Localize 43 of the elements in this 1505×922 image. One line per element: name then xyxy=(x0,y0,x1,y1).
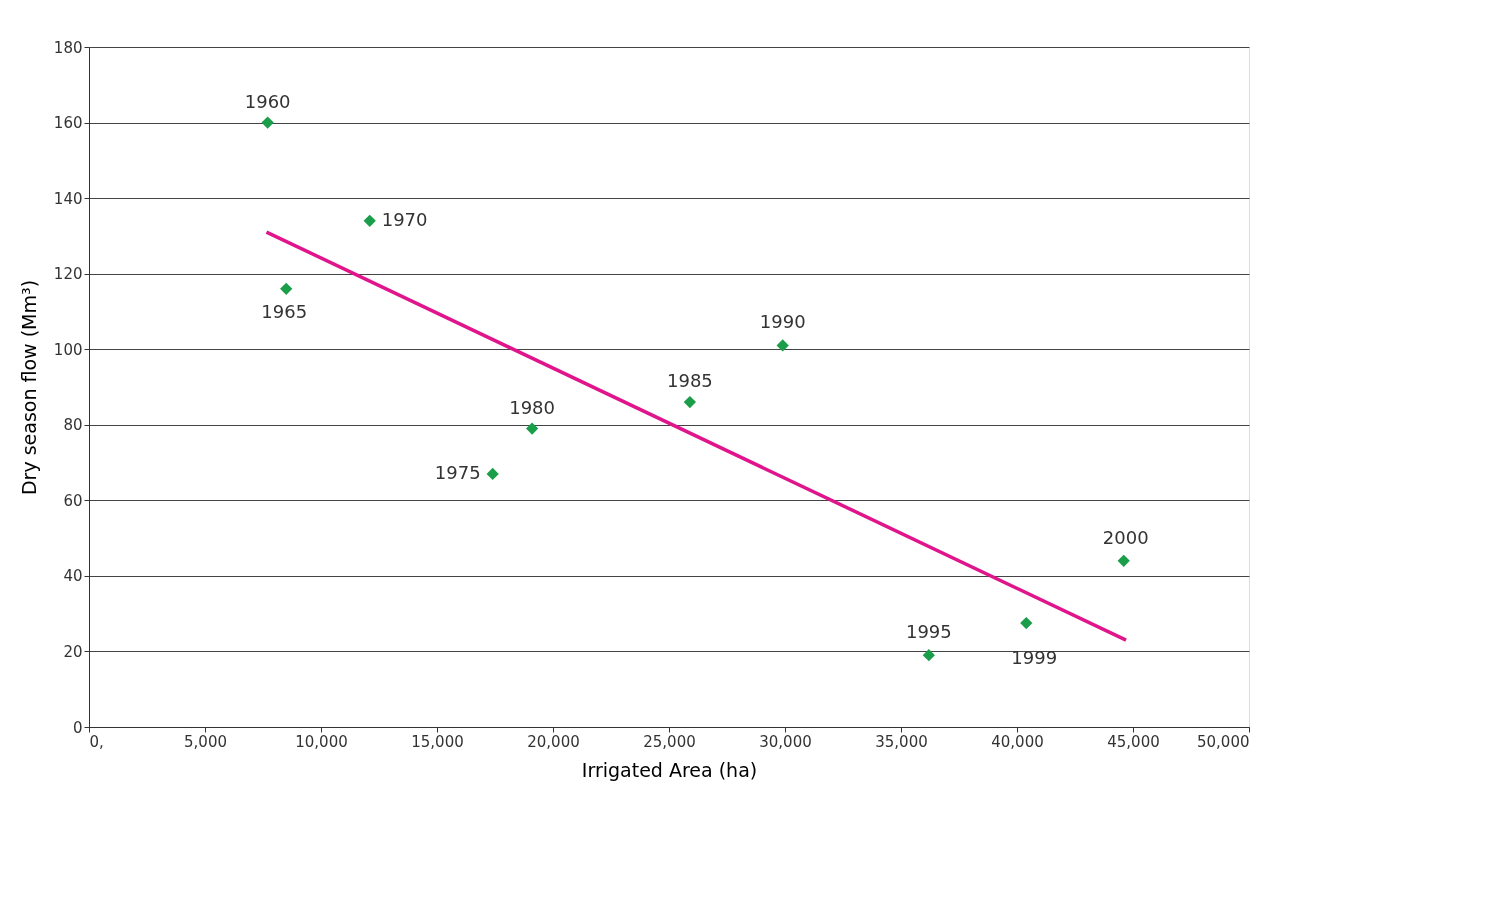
y-tick-label: 60 xyxy=(63,491,83,510)
annotation: 1995 xyxy=(905,621,952,643)
x-tick-label: 50,000 xyxy=(1197,732,1250,751)
y-tick-label: 40 xyxy=(63,567,83,586)
annotation: 1975 xyxy=(434,461,481,483)
annotation: 1980 xyxy=(509,396,556,418)
x-tick-label: 10,000 xyxy=(295,732,348,751)
annotation: 1960 xyxy=(244,90,291,112)
x-tick-label: 30,000 xyxy=(759,732,812,751)
y-tick-label: 120 xyxy=(53,265,83,284)
y-tick-label: 180 xyxy=(53,38,83,57)
x-tick-label: 20,000 xyxy=(527,732,580,751)
annotation: 1999 xyxy=(1011,647,1058,669)
x-tick-label: 15,000 xyxy=(411,732,464,751)
y-tick-label: 160 xyxy=(53,114,83,133)
y-tick-label: 0 xyxy=(72,718,83,737)
x-tick-label: 5,000 xyxy=(184,732,227,751)
annotation: 1985 xyxy=(666,370,713,392)
y-tick-label: 100 xyxy=(53,340,83,359)
point xyxy=(280,282,293,295)
y-tick-label: 140 xyxy=(53,189,83,208)
x-tick-label: 40,000 xyxy=(991,732,1044,751)
point xyxy=(776,339,789,352)
annotation: 1990 xyxy=(759,311,806,333)
y-tick-label: 80 xyxy=(63,416,83,435)
annotation: 1970 xyxy=(381,208,428,230)
y-axis-title: Dry season flow (Mm³) xyxy=(17,279,40,496)
point xyxy=(526,422,539,435)
x-tick-label: 25,000 xyxy=(643,732,696,751)
annotation: 1965 xyxy=(261,300,308,322)
point xyxy=(1117,554,1130,567)
point xyxy=(1020,616,1033,630)
annotation: 2000 xyxy=(1102,526,1149,548)
x-tick-label: 35,000 xyxy=(875,732,928,751)
x-axis-title: Irrigated Area (ha) xyxy=(581,758,758,781)
x-tick-label: 45,000 xyxy=(1107,732,1160,751)
point xyxy=(261,116,274,129)
y-tick-label: 20 xyxy=(63,642,83,661)
point xyxy=(683,395,696,409)
point xyxy=(486,467,499,481)
point xyxy=(922,649,935,662)
point xyxy=(363,214,376,227)
x-tick-label: 0, xyxy=(89,732,104,751)
